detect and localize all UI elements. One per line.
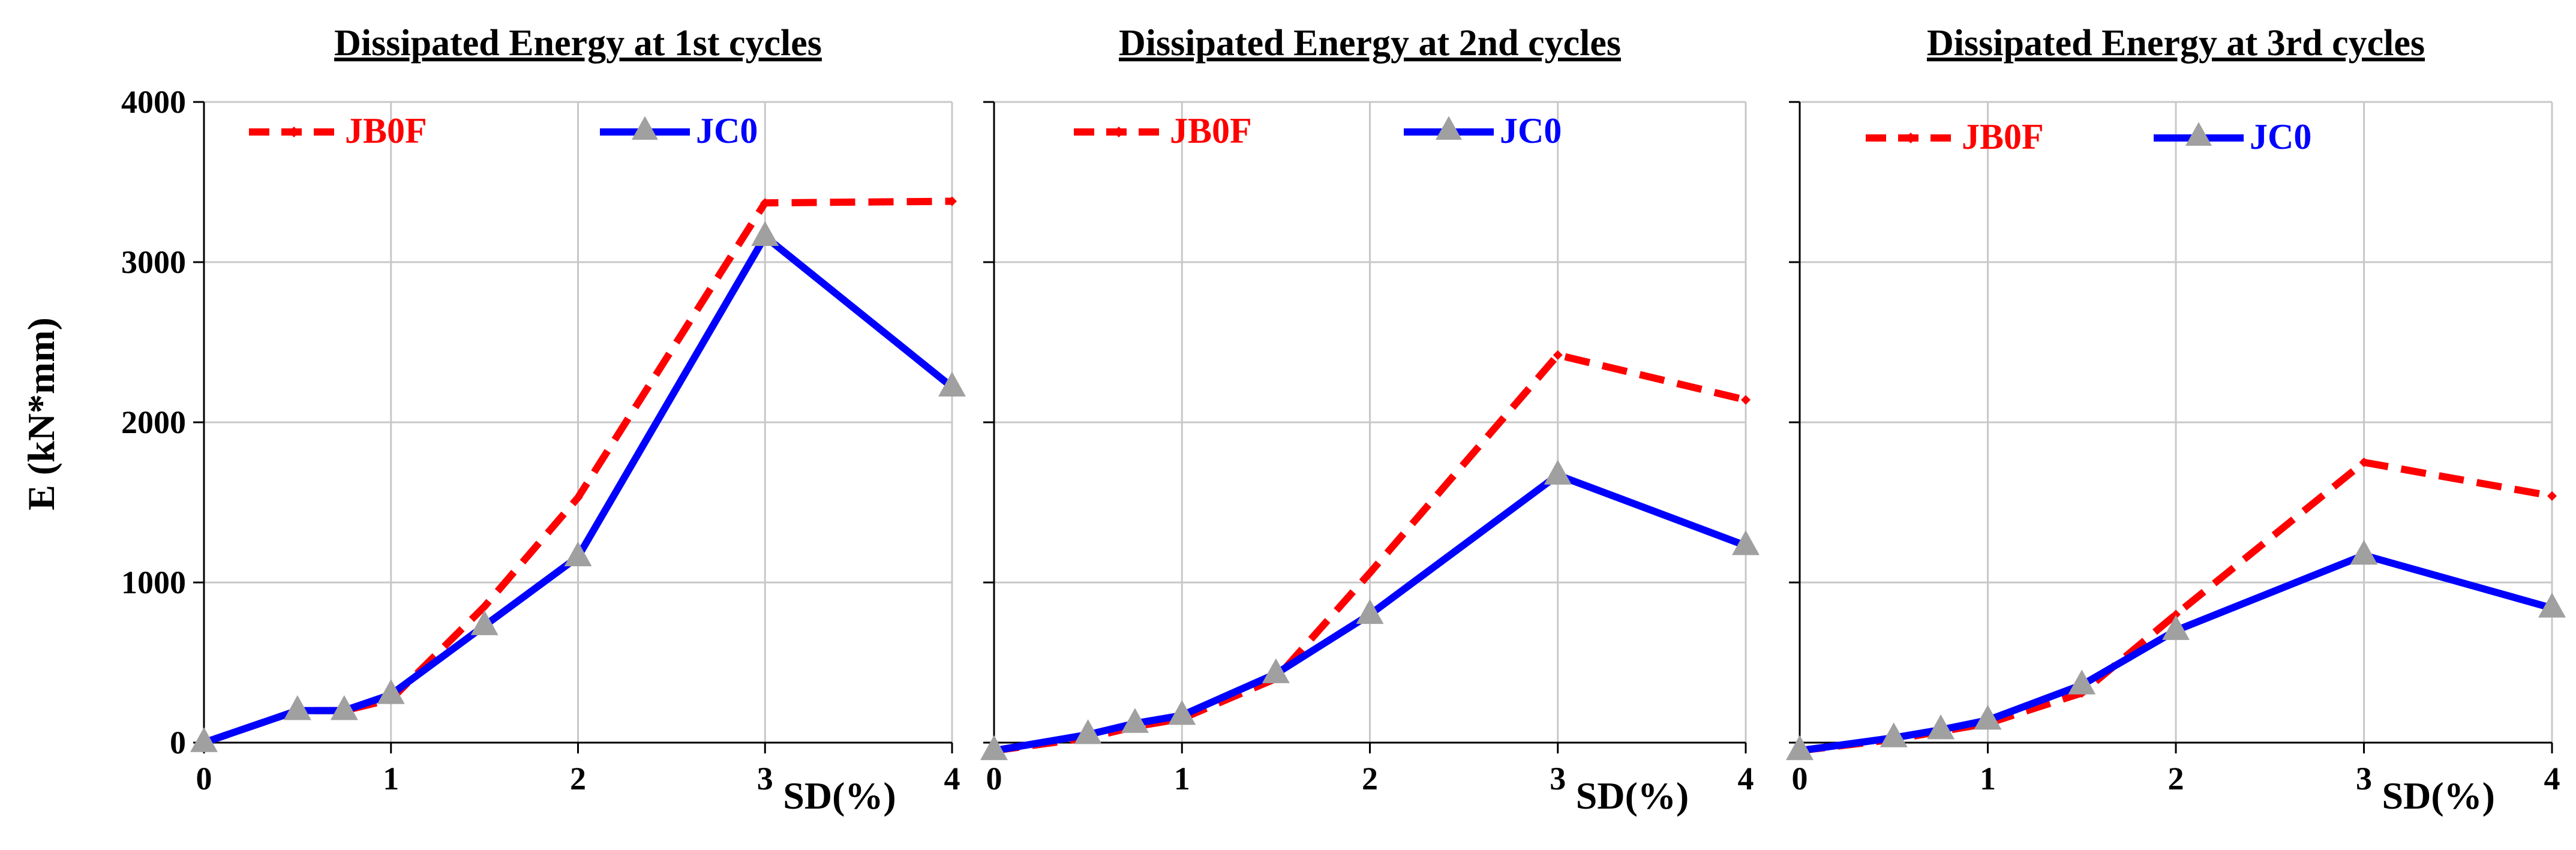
- x-tick-label: 3: [1550, 761, 1566, 797]
- legend: JB0F JC0: [1866, 117, 2311, 157]
- data-point-jc0: [751, 221, 779, 247]
- chart-title: Dissipated Energy at 3rd cycles: [1927, 23, 2425, 64]
- data-point-jc0: [2068, 669, 2096, 695]
- legend-marker-jb0f: [1905, 133, 1916, 143]
- chart-title: Dissipated Energy at 2nd cycles: [1119, 23, 1621, 64]
- legend-label-jb0f: JB0F: [1170, 111, 1252, 151]
- series-line-jc0: [1799, 551, 2553, 755]
- data-point-jc0: [1786, 735, 1814, 761]
- data-point-jc0: [938, 371, 966, 397]
- data-point-jb0f: [2359, 457, 2369, 467]
- data-point-jc0: [1121, 708, 1149, 733]
- legend: JB0F JC0: [249, 111, 758, 151]
- data-point-jc0: [1544, 459, 1572, 485]
- y-tick-label: 1000: [121, 564, 186, 600]
- x-axis-label: SD(%): [783, 774, 896, 817]
- x-tick-label: 1: [1980, 761, 1996, 797]
- data-point-jc0: [1168, 699, 1196, 725]
- data-point-jc0: [1262, 658, 1290, 683]
- charts-container: Dissipated Energy at 1st cycles010002000…: [121, 23, 2566, 817]
- data-point-jb0f: [1553, 350, 1563, 360]
- legend-label-jc0: JC0: [696, 111, 758, 151]
- data-point-jc0: [1880, 722, 1908, 747]
- data-point-jc0: [980, 735, 1008, 761]
- series-line-jc0: [993, 471, 1748, 755]
- y-tick-label: 2000: [121, 404, 186, 440]
- legend-marker-jb0f: [289, 127, 299, 137]
- chart-panel-3: Dissipated Energy at 3rd cycles 0 1 2 3 4 SD(%…: [1786, 23, 2566, 817]
- series-line-jb0f: [1799, 458, 2553, 755]
- data-point-jc0: [470, 610, 499, 635]
- data-point-jb0f: [1365, 567, 1375, 578]
- data-point-jc0: [2538, 593, 2566, 618]
- data-point-jc0: [1927, 714, 1955, 740]
- chart-title: Dissipated Energy at 1st cycles: [334, 23, 822, 64]
- x-axis-label: SD(%): [1576, 774, 1689, 817]
- chart-panel-2: Dissipated Energy at 2nd cycles 0 1 2 3 4 SD(%…: [980, 23, 1760, 817]
- data-point-jc0: [564, 541, 592, 567]
- y-axis-label: E (kN*mm): [20, 317, 62, 510]
- data-point-jb0f: [1741, 395, 1751, 405]
- data-point-jc0: [2350, 539, 2378, 565]
- y-tick-label: 0: [170, 725, 186, 761]
- series-line-jb0f: [993, 351, 1747, 755]
- data-point-jc0: [2162, 615, 2190, 640]
- x-tick-label: 1: [1174, 761, 1190, 797]
- legend-label-jb0f: JB0F: [1962, 117, 2044, 157]
- legend-marker-jc0: [1436, 116, 1462, 140]
- legend-label-jb0f: JB0F: [345, 111, 427, 151]
- x-tick-label: 3: [757, 761, 773, 797]
- data-point-jb0f: [573, 492, 583, 503]
- legend-label-jc0: JC0: [2250, 117, 2311, 157]
- data-point-jc0: [330, 695, 358, 720]
- data-point-jb0f: [947, 196, 957, 206]
- legend-marker-jb0f: [1113, 127, 1124, 137]
- data-point-jc0: [1356, 599, 1384, 624]
- legend-marker-jc0: [2185, 122, 2212, 146]
- x-tick-label: 4: [944, 761, 960, 797]
- data-point-jc0: [1732, 530, 1760, 555]
- data-point-jc0: [283, 695, 311, 720]
- data-point-jc0: [1074, 719, 1102, 744]
- data-point-jc0: [190, 727, 218, 752]
- y-tick-label: 4000: [121, 84, 186, 120]
- data-point-jb0f: [479, 602, 490, 612]
- chart-panel-1: Dissipated Energy at 1st cycles 0 1000 2000…: [121, 23, 966, 817]
- data-point-jb0f: [2547, 491, 2557, 501]
- x-tick-label: 0: [196, 761, 212, 797]
- legend-marker-jc0: [632, 116, 658, 140]
- x-tick-label: 3: [2356, 761, 2372, 797]
- x-tick-label: 2: [1362, 761, 1378, 797]
- legend: JB0F JC0: [1074, 111, 1562, 151]
- x-tick-label: 0: [1792, 761, 1808, 797]
- x-tick-label: 0: [986, 761, 1002, 797]
- x-tick-label: 2: [2168, 761, 2184, 797]
- x-tick-label: 4: [1738, 761, 1754, 797]
- data-point-jc0: [1974, 704, 2002, 730]
- legend-label-jc0: JC0: [1500, 111, 1562, 151]
- x-tick-label: 4: [2544, 761, 2560, 797]
- y-tick-label: 3000: [121, 244, 186, 280]
- x-tick-label: 1: [383, 761, 399, 797]
- data-point-jb0f: [760, 198, 770, 208]
- data-point-jb0f: [2171, 609, 2181, 620]
- x-tick-label: 2: [570, 761, 586, 797]
- data-point-jc0: [377, 679, 405, 704]
- x-axis-label: SD(%): [2382, 774, 2495, 817]
